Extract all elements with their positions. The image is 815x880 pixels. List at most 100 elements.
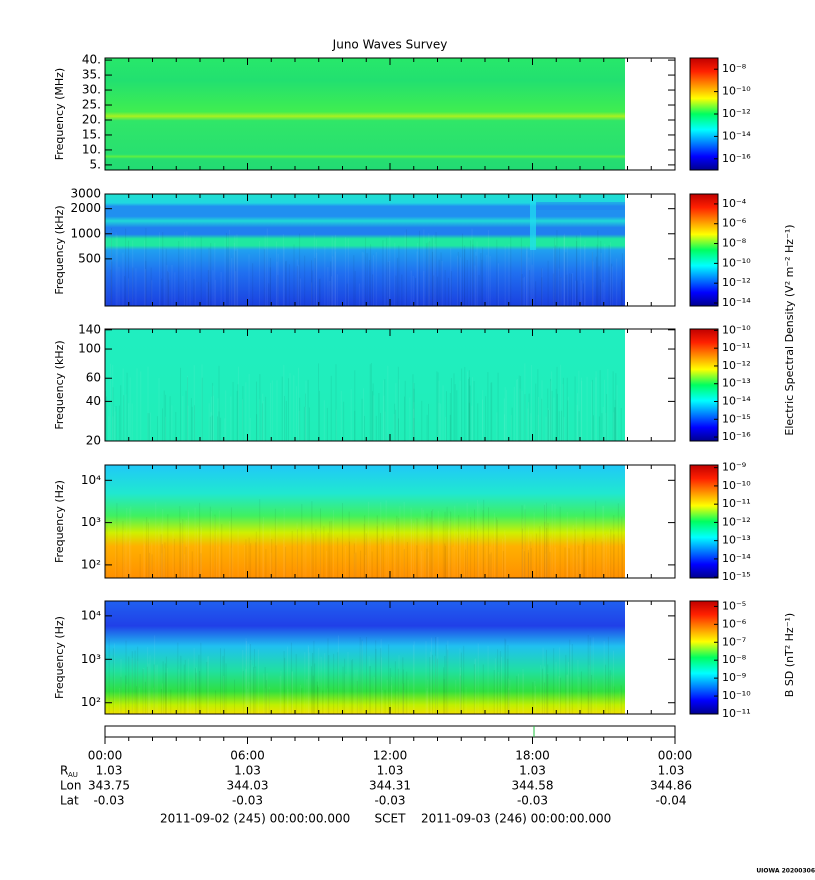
spectrogram-texture (171, 265, 173, 306)
spectrogram-texture (277, 253, 279, 306)
spectrogram-texture (289, 373, 291, 441)
spectrogram-texture (358, 283, 360, 306)
spectrogram-texture (541, 398, 543, 441)
spectrogram-texture (131, 403, 133, 441)
spectrogram-texture (426, 687, 428, 714)
spectrogram-texture (261, 403, 263, 441)
spectrogram-texture (173, 538, 175, 578)
spectrogram-texture (105, 654, 107, 714)
row-value: 1.03 (519, 764, 546, 778)
spectrogram-texture (459, 648, 461, 714)
spectrogram-texture (312, 675, 314, 714)
spectrogram-texture (110, 230, 112, 306)
spectrogram-texture (187, 658, 189, 714)
spectrogram-texture (248, 254, 250, 306)
colorbar-tick-label: 10⁻¹⁴ (722, 296, 751, 309)
y-tick-label: 100 (78, 342, 101, 356)
spectrogram-texture (190, 681, 192, 714)
spectrogram-texture (385, 500, 387, 578)
spectrogram-texture (547, 388, 549, 441)
spectrogram-texture (158, 378, 160, 441)
spectrogram-texture (126, 507, 128, 578)
spectrogram-texture (291, 671, 293, 714)
spectrogram-texture (537, 369, 539, 441)
spectrogram-texture (320, 508, 322, 578)
spectrogram-texture (248, 537, 250, 578)
spectrogram-texture (482, 510, 484, 578)
spectrogram-texture (245, 668, 247, 714)
spectrogram-texture (516, 379, 518, 441)
spectrogram-texture (353, 543, 355, 578)
spectrogram-texture (402, 683, 404, 714)
spectrogram-texture (550, 378, 552, 441)
spectrogram-texture (614, 399, 616, 441)
spectrogram-texture (337, 537, 339, 578)
spectrogram-texture (108, 638, 110, 714)
spectrogram-texture (584, 240, 586, 306)
spectrogram-texture (436, 658, 438, 714)
spectrogram-texture (399, 506, 401, 578)
spectrogram-texture (430, 510, 432, 578)
spectrogram-texture (151, 280, 153, 306)
spectrogram-texture (225, 663, 227, 714)
spectrogram-texture (445, 416, 447, 441)
spectrogram-texture (544, 521, 546, 578)
spectrogram-texture (521, 274, 523, 306)
row-value: 344.86 (650, 779, 692, 793)
spectrogram-texture (185, 546, 187, 578)
spectrogram-texture (172, 531, 174, 578)
spectrogram-texture (253, 648, 255, 714)
spectrogram-texture (389, 668, 391, 714)
spectrogram-texture (497, 649, 499, 714)
spectrogram-texture (422, 509, 424, 578)
spectrogram-texture (186, 377, 188, 441)
spectrogram-texture (552, 273, 554, 306)
spectrogram-texture (266, 228, 268, 306)
spectrogram-texture (402, 669, 404, 714)
spectrogram-texture (508, 689, 510, 714)
spectrogram-texture (429, 657, 431, 714)
spectrogram-texture (464, 366, 466, 441)
spectrogram-texture (352, 659, 354, 714)
spectrogram-texture (558, 247, 560, 306)
colorbar-tick-label: 10⁻¹¹ (722, 707, 751, 720)
y-tick-label: 20. (82, 112, 101, 126)
spectrogram-texture (143, 667, 145, 714)
spectrogram-texture (507, 678, 509, 714)
spectrogram-texture (381, 657, 383, 714)
spectrogram-texture (216, 416, 218, 441)
y-tick-label: 10² (81, 557, 101, 571)
spectrogram-texture (132, 267, 134, 306)
spectrogram-texture (398, 418, 400, 441)
spectrogram-texture (496, 519, 498, 578)
spectrogram-texture (126, 372, 128, 441)
colorbar-tick-label: 10⁻¹⁴ (722, 129, 751, 142)
spectrogram-texture (491, 382, 493, 441)
spectrogram-texture (454, 384, 456, 441)
spectrogram-texture (590, 645, 592, 714)
spectrogram-texture (541, 277, 543, 306)
spectrogram-texture (396, 691, 398, 714)
spectrogram-texture (165, 394, 167, 441)
spectrogram-texture (330, 375, 332, 441)
spectrogram-texture (554, 239, 556, 306)
spectrogram-texture (183, 664, 185, 714)
spectrogram-texture (264, 688, 266, 714)
spectrogram-texture (186, 375, 188, 441)
spectrogram-texture (208, 247, 210, 306)
spectrogram-texture (368, 666, 370, 714)
y-axis-label: Frequency (MHz) (53, 68, 66, 160)
spectrogram-texture (609, 670, 611, 714)
spectrogram-texture (184, 659, 186, 714)
spectrogram-texture (588, 665, 590, 714)
colorbar-tick-label: 10⁻¹⁰ (722, 479, 751, 492)
spectrogram-texture (343, 401, 345, 441)
spectrogram-texture (131, 651, 133, 714)
colorbar-tick-label: 10⁻¹⁶ (722, 152, 751, 165)
spectrogram-texture (363, 252, 365, 306)
spectrogram-texture (369, 259, 371, 306)
spectrogram-texture (433, 234, 435, 306)
spectrogram-texture (416, 545, 418, 578)
row-value: 344.31 (369, 779, 411, 793)
